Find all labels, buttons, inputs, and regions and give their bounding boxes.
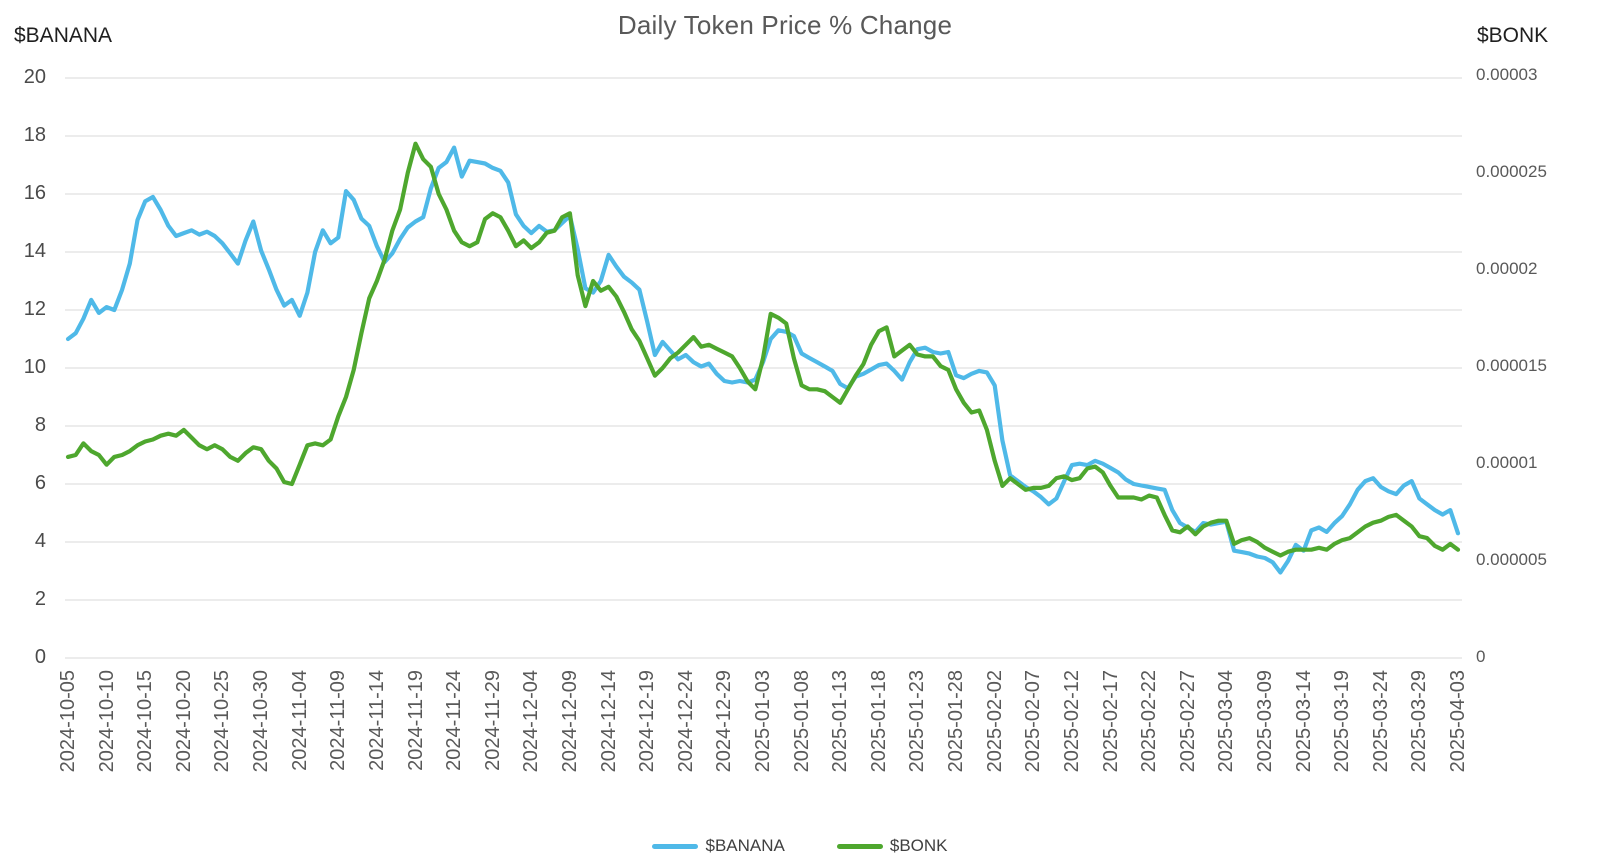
legend: $BANANA $BONK [0,836,1600,856]
bonk-legend-swatch [836,843,883,849]
legend-item-bonk: $BONK [836,836,948,856]
left-tick-label: 18 [23,124,46,146]
left-tick-label: 0 [34,646,46,668]
left-tick-label: 8 [34,414,46,436]
left-tick-label: 20 [23,66,46,88]
left-tick-label: 4 [34,530,46,552]
right-tick-label: 0 [1476,647,1486,666]
left-tick-label: 12 [23,298,46,320]
banana-legend-label: $BANANA [705,836,785,855]
legend-item-banana: $BANANA [652,836,785,856]
right-tick-label: 0.000015 [1476,356,1547,375]
left-tick-label: 16 [23,182,46,204]
bonk-legend-label: $BONK [889,836,948,855]
right-tick-label: 0.000005 [1476,550,1547,569]
left-tick-label: 14 [23,240,46,262]
right-tick-label: 0.00003 [1476,65,1538,84]
left-tick-label: 10 [23,356,46,378]
right-tick-label: 0.000025 [1476,162,1547,181]
gridlines [65,77,1462,659]
bonk-line [65,141,1461,558]
chart-title: Daily Token Price % Change [617,10,953,40]
left-tick-label: 2 [34,588,46,610]
right-tick-label: 0.00002 [1476,259,1538,278]
left-axis-title: $BANANA [14,24,113,47]
right-axis-title: $BONK [1477,24,1549,47]
banana-legend-swatch [652,843,699,849]
left-tick-label: 6 [34,472,46,494]
right-tick-label: 0.00001 [1476,453,1538,472]
